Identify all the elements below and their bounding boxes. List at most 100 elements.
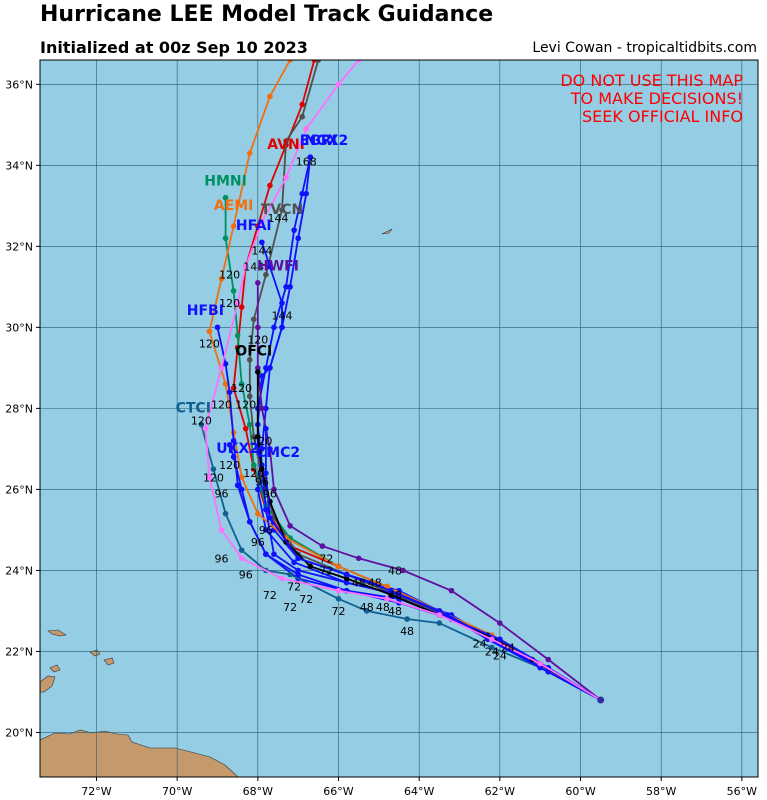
- track-point: [222, 235, 229, 242]
- track-point: [222, 194, 229, 201]
- track-line: [228, 444, 602, 701]
- track-point: [279, 207, 285, 213]
- track-point: [267, 514, 273, 521]
- track-point: [234, 332, 241, 339]
- track-point: [238, 381, 245, 387]
- track-point: [226, 442, 233, 448]
- lat-tick-label: 32°N: [5, 240, 33, 253]
- lon-tick-label: 70°W: [162, 785, 192, 798]
- track-point: [307, 563, 314, 570]
- model-label-hwfi: HWFI: [257, 259, 299, 275]
- track-point: [250, 316, 257, 323]
- track-point: [355, 60, 362, 63]
- forecast-hour-label: 144: [243, 261, 264, 274]
- lon-tick-label: 66°W: [323, 785, 353, 798]
- ocean-background: [40, 60, 758, 777]
- track-point: [287, 523, 293, 529]
- bahamas-island: [47, 629, 67, 637]
- track-point: [295, 571, 301, 578]
- track-point: [234, 482, 241, 489]
- track-point: [238, 547, 245, 553]
- track-point: [335, 81, 342, 88]
- forecast-hour-label: 72: [319, 552, 333, 565]
- track-point: [230, 385, 237, 391]
- forecast-hour-label: 96: [215, 552, 229, 565]
- track-point: [222, 361, 229, 367]
- track-point: [250, 433, 257, 440]
- track-point: [263, 506, 269, 513]
- bahamas-island: [103, 657, 115, 666]
- forecast-hour-label: 120: [211, 398, 232, 411]
- forecast-hour-label: 120: [219, 297, 240, 310]
- track-point: [436, 608, 443, 614]
- track-point: [246, 421, 253, 428]
- track-point: [267, 263, 273, 270]
- track-point: [384, 595, 390, 602]
- track-point: [287, 284, 293, 290]
- track-point: [295, 567, 301, 574]
- model-label-avni: AVNI: [267, 137, 305, 153]
- track-point: [388, 587, 394, 594]
- track-point: [335, 595, 342, 602]
- track-point: [255, 279, 261, 286]
- forecast-hour-label: 96: [215, 487, 229, 500]
- track-point: [271, 324, 277, 331]
- track-point: [259, 239, 265, 246]
- track-point: [343, 571, 350, 578]
- model-label-tvcn: TVCN: [261, 202, 303, 218]
- warning-line-2: TO MAKE DECISIONS!: [570, 89, 743, 108]
- lon-tick-label: 72°W: [81, 785, 111, 798]
- track-point: [271, 486, 277, 493]
- track-point: [295, 555, 301, 562]
- forecast-hour-label: 120: [219, 269, 240, 282]
- forecast-hour-label: 96: [239, 569, 253, 582]
- hispaniola-land: [40, 729, 239, 777]
- track-point: [255, 433, 261, 440]
- track-point: [299, 101, 305, 108]
- track-point: [267, 446, 273, 452]
- track-cmc2: [263, 425, 602, 701]
- track-point: [299, 113, 305, 120]
- track-point: [545, 656, 552, 663]
- track-point: [222, 381, 229, 387]
- track-point: [246, 393, 253, 400]
- forecast-hour-label: 72: [331, 605, 345, 618]
- forecast-hour-label: 120: [231, 382, 252, 395]
- warning-box: DO NOT USE THIS MAP TO MAKE DECISIONS! S…: [560, 71, 743, 126]
- forecast-hour-label: 96: [259, 524, 273, 537]
- model-label-cmc2: CMC2: [256, 445, 300, 461]
- track-point: [271, 551, 277, 558]
- forecast-hour-label: 48: [368, 577, 382, 590]
- forecast-hour-label: 120: [251, 435, 272, 448]
- model-label-hfbi: HFBI: [187, 303, 224, 319]
- track-point: [218, 527, 225, 533]
- track-point: [279, 324, 285, 331]
- lat-tick-label: 34°N: [5, 159, 33, 172]
- track-point: [343, 575, 350, 582]
- track-point: [242, 425, 249, 432]
- track-point: [303, 126, 310, 132]
- track-point: [263, 405, 269, 412]
- track-point: [210, 466, 217, 472]
- track-point: [355, 555, 362, 562]
- track-point: [436, 612, 443, 618]
- track-point: [259, 219, 265, 225]
- track-point: [263, 470, 269, 476]
- track-point: [267, 93, 273, 100]
- lat-tick-label: 28°N: [5, 402, 33, 415]
- track-point: [206, 328, 213, 335]
- track-point: [263, 271, 269, 278]
- track-point: [255, 365, 261, 371]
- forecast-hour-label: 48: [400, 625, 414, 638]
- forecast-hour-label: 120: [203, 471, 224, 484]
- track-point: [206, 474, 213, 481]
- track-point: [388, 591, 394, 598]
- forecast-hour-label: 24: [485, 645, 499, 658]
- forecast-hour-label: 48: [388, 589, 402, 602]
- forecast-hour-label: 96: [251, 536, 265, 549]
- track-point: [315, 60, 322, 63]
- track-point: [259, 466, 265, 472]
- lon-tick-label: 62°W: [485, 785, 515, 798]
- forecast-hour-label: 168: [296, 155, 317, 168]
- track-point: [267, 365, 273, 371]
